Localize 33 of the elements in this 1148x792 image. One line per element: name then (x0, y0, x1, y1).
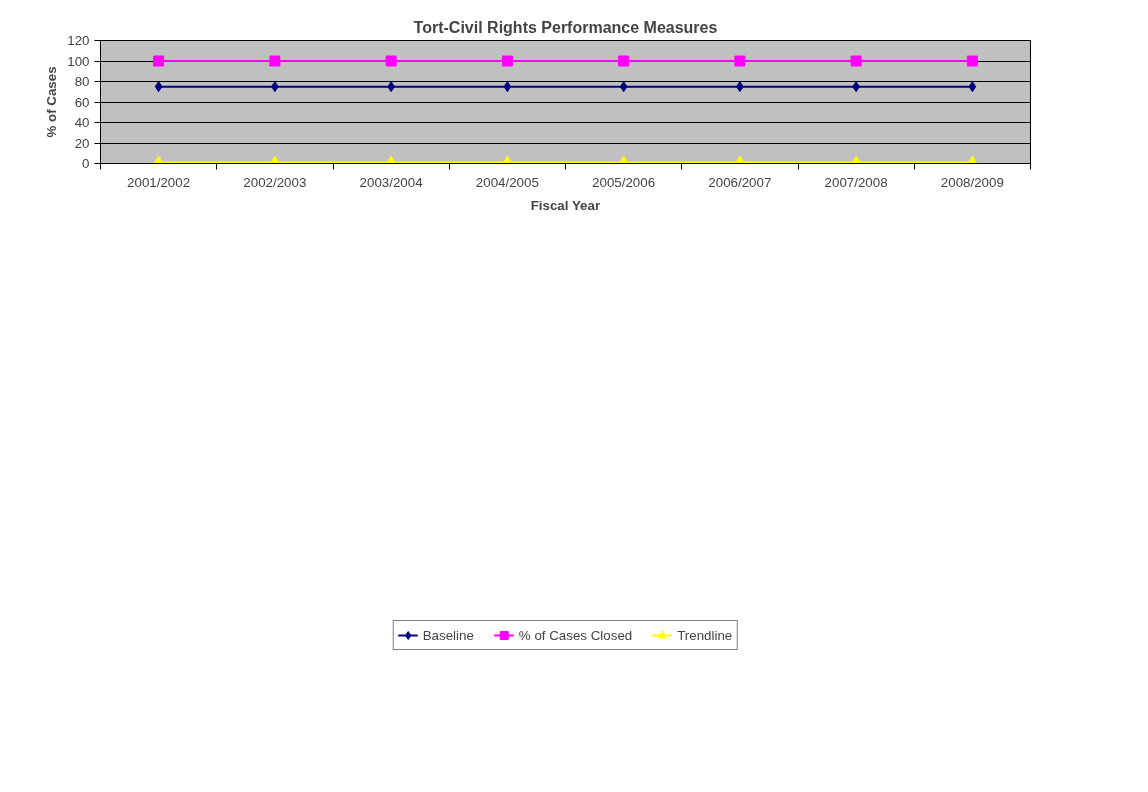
point (501, 55, 513, 67)
x-tick-label: 2006/2007 (708, 174, 772, 190)
point (850, 55, 862, 67)
point (154, 81, 163, 93)
x-tick-label: 2004/2005 (475, 174, 539, 190)
point (734, 55, 746, 67)
y-tick-label: 80 (74, 74, 90, 89)
y-tick-label: 120 (67, 33, 90, 48)
point (619, 81, 628, 93)
y-tick-label: 60 (74, 94, 90, 110)
point (269, 55, 281, 67)
legend-label: % of Cases Closed (518, 627, 633, 643)
chart-title: Tort-Civil Rights Performance Measures (413, 18, 718, 36)
x-tick-label: 2007/2008 (824, 174, 888, 190)
y-tick-label: 20 (74, 135, 90, 151)
legend-label: Trendline (677, 627, 733, 643)
x-tick-label: 2001/2002 (127, 174, 191, 190)
point (503, 81, 512, 93)
point (618, 55, 630, 67)
x-tick-label: 2005/2006 (592, 174, 656, 190)
x-tick-label: 2002/2003 (243, 174, 307, 190)
y-tick-label: 100 (67, 53, 90, 69)
y-axis-title: % of Cases (44, 66, 60, 138)
legend-label: Baseline (422, 627, 474, 643)
point (966, 55, 978, 67)
point (385, 55, 397, 67)
point (153, 55, 165, 67)
y-tick-label: 0 (82, 156, 90, 171)
x-axis-title: Fiscal Year (530, 197, 601, 213)
x-tick-label: 2008/2009 (940, 174, 1004, 190)
point (968, 81, 977, 93)
x-tick-label: 2003/2004 (359, 174, 424, 190)
y-tick-label: 40 (74, 115, 90, 130)
